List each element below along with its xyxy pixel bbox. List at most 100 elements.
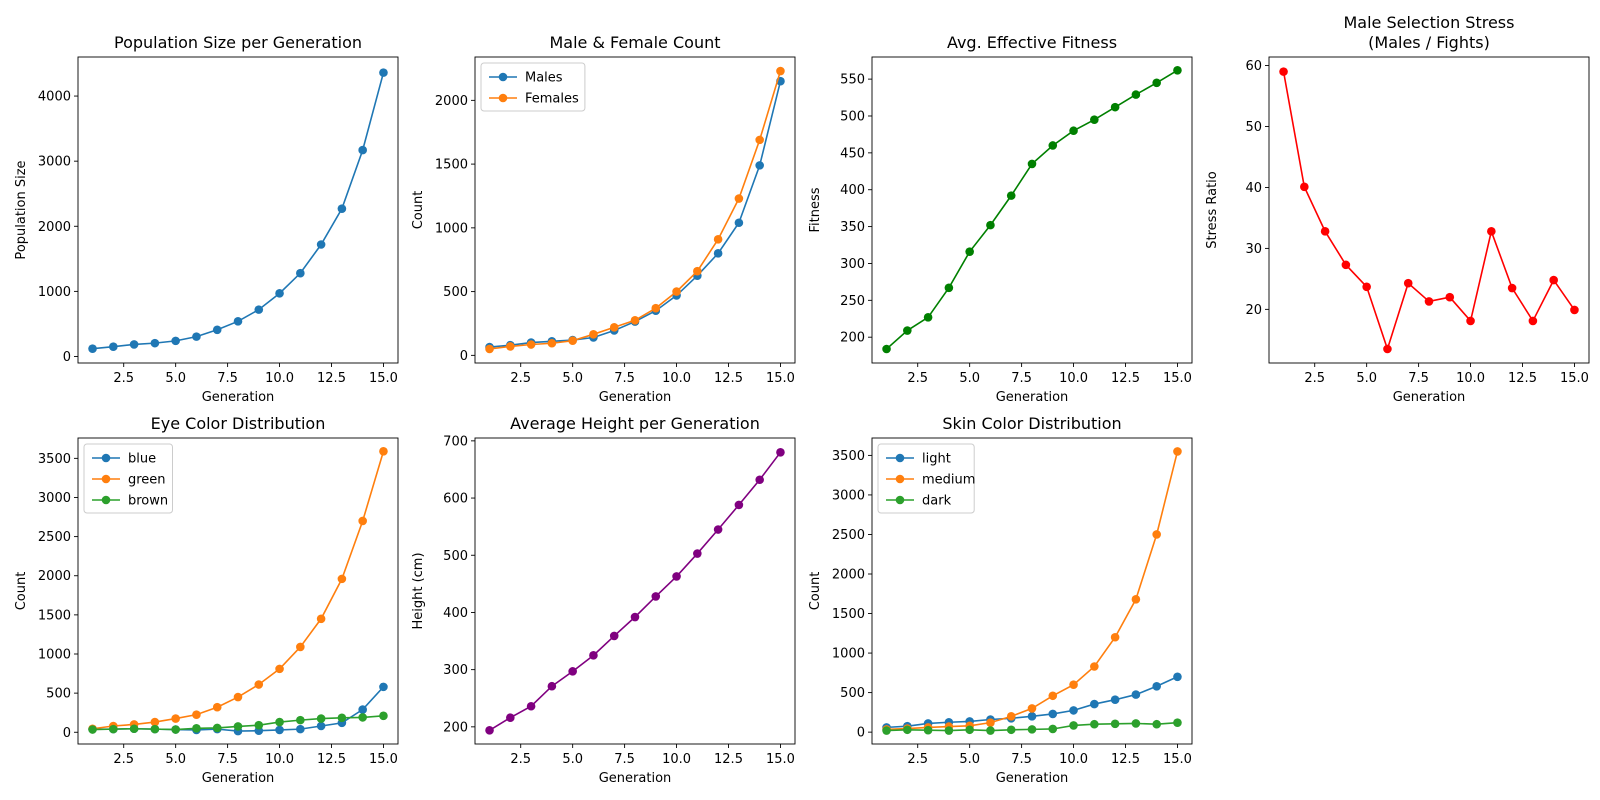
series-dark — [882, 718, 1182, 735]
data-point — [713, 235, 723, 244]
y-tick-label: 3500 — [38, 452, 71, 467]
x-axis-label: Generation — [599, 390, 672, 405]
y-tick-label: 350 — [840, 220, 865, 235]
data-point — [986, 726, 995, 735]
data-point — [672, 572, 681, 581]
data-point — [150, 717, 160, 727]
data-point — [986, 220, 995, 230]
x-tick-label: 2.5 — [510, 752, 531, 767]
data-point — [88, 725, 97, 734]
legend-label: dark — [922, 494, 952, 509]
data-point — [1131, 690, 1141, 699]
chart-title: Average Height per Generation — [510, 414, 760, 433]
data-point — [316, 721, 326, 731]
x-axis-label: Generation — [996, 390, 1069, 405]
y-tick-label: 2500 — [38, 530, 71, 545]
data-point — [1466, 316, 1475, 326]
data-point — [379, 682, 388, 692]
x-tick-label: 12.5 — [714, 752, 743, 767]
data-point — [693, 549, 702, 558]
chart-panel-eye-color: Eye Color Distribution 2.5 5.0 7.5 10.0 12.5 1… — [14, 414, 399, 786]
legend-marker — [895, 495, 905, 505]
data-point — [296, 642, 305, 652]
series-line-0 — [88, 68, 388, 353]
y-tick-label: 1000 — [832, 647, 865, 662]
data-point — [109, 724, 118, 734]
data-point — [1110, 632, 1120, 642]
x-tick-label: 7.5 — [1011, 371, 1032, 386]
y-tick-label: 600 — [443, 492, 468, 507]
series-line-0 — [485, 447, 785, 735]
y-tick-label: 200 — [840, 331, 865, 346]
data-point — [1549, 275, 1558, 285]
data-point — [1173, 672, 1182, 682]
data-point — [609, 323, 619, 332]
plot-frame — [474, 56, 796, 364]
data-point — [1570, 305, 1579, 315]
data-point — [109, 342, 118, 352]
data-point — [568, 667, 577, 676]
x-tick-label: 12.5 — [714, 371, 743, 386]
data-point — [547, 338, 557, 348]
data-point — [547, 681, 557, 691]
x-tick-label: 12.5 — [1111, 752, 1140, 767]
y-tick-label: 40 — [1245, 181, 1262, 196]
data-point — [192, 724, 201, 733]
data-point — [275, 664, 284, 674]
y-tick-label: 200 — [443, 720, 468, 735]
y-axis-label: Stress Ratio — [1205, 171, 1220, 249]
data-point — [630, 315, 640, 325]
legend-label: Females — [525, 92, 579, 107]
y-tick-label: 700 — [443, 434, 468, 449]
x-axis-label: Generation — [202, 771, 275, 786]
data-point — [316, 714, 326, 723]
chart-title: Male & Female Count — [550, 33, 721, 52]
chart-title: Eye Color Distribution — [151, 414, 326, 433]
y-axis-label: Count — [14, 572, 29, 611]
data-point — [755, 135, 764, 145]
data-point — [713, 525, 723, 534]
x-tick-label: 2.5 — [113, 752, 134, 767]
data-point — [903, 725, 912, 735]
y-tick-label: 2500 — [832, 528, 865, 543]
legend-label: blue — [128, 452, 156, 467]
data-point — [734, 194, 744, 203]
y-tick-label: 1000 — [38, 285, 71, 300]
legend: light medium dark — [877, 443, 975, 514]
legend-label: medium — [922, 473, 975, 488]
y-tick-label: 2000 — [832, 568, 865, 583]
x-tick-label: 10.0 — [265, 752, 294, 767]
data-point — [316, 614, 326, 624]
data-point — [129, 724, 139, 734]
x-tick-label: 5.0 — [959, 752, 980, 767]
y-tick-label: 1000 — [435, 221, 468, 236]
x-tick-label: 12.5 — [1111, 371, 1140, 386]
x-tick-label: 7.5 — [1408, 371, 1429, 386]
data-point — [1069, 721, 1078, 730]
data-point — [212, 723, 222, 733]
data-point — [379, 711, 388, 721]
x-axis-label: Generation — [1393, 390, 1466, 405]
x-tick-label: 2.5 — [1304, 371, 1325, 386]
data-point — [651, 592, 661, 601]
legend: Males Females — [480, 62, 586, 112]
data-point — [1110, 102, 1120, 112]
x-tick-label: 7.5 — [614, 752, 635, 767]
data-point — [734, 500, 744, 510]
data-point — [713, 249, 723, 258]
legend-marker — [101, 495, 111, 505]
data-point — [923, 725, 933, 735]
data-point — [986, 718, 995, 727]
data-point — [233, 722, 243, 731]
x-axis-label: Generation — [996, 771, 1069, 786]
y-tick-label: 0 — [63, 726, 71, 741]
x-tick-label: 10.0 — [662, 371, 691, 386]
data-point — [1131, 719, 1141, 728]
series-Females — [485, 66, 785, 354]
data-point — [1173, 718, 1182, 727]
x-tick-label: 5.0 — [562, 371, 583, 386]
series-line-0 — [1279, 67, 1579, 354]
data-point — [337, 574, 347, 584]
chart-panel-population: Population Size per Generation 2.5 5.0 7.5 1… — [14, 33, 399, 405]
